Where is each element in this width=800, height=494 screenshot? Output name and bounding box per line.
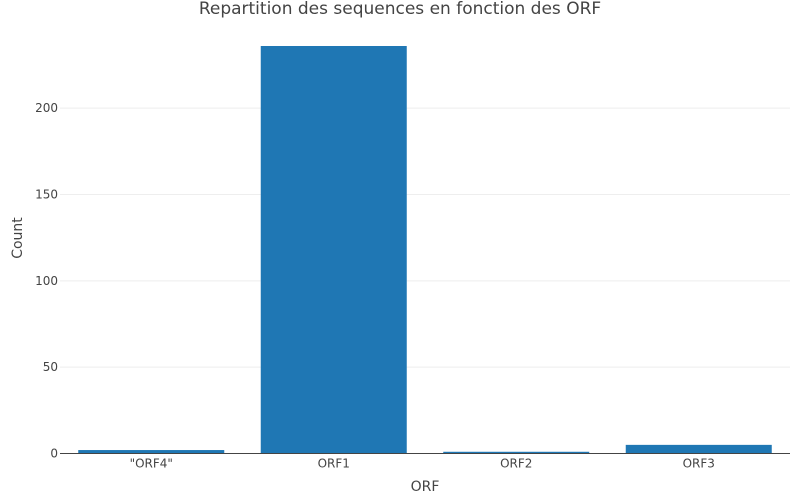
bar: [625, 444, 772, 454]
bar: [443, 451, 590, 454]
y-tick-label: 150: [35, 187, 58, 201]
y-tick-label: 100: [35, 274, 58, 288]
x-tick-label: ORF3: [683, 457, 715, 471]
y-gridlines: [60, 107, 790, 368]
y-tick-labels: 0 50 100 150 200: [35, 101, 58, 460]
bars: [78, 46, 772, 454]
x-tick-label: ORF1: [318, 457, 350, 471]
x-tick-label: ORF2: [500, 457, 532, 471]
bar: [260, 46, 407, 454]
x-axis-title: ORF: [411, 479, 440, 494]
bar: [78, 450, 225, 454]
chart-title: Repartition des sequences en fonction de…: [199, 0, 601, 19]
x-tick-label: "ORF4": [130, 457, 173, 471]
y-tick-label: 50: [43, 360, 58, 374]
y-tick-label: 0: [50, 447, 58, 461]
y-tick-label: 200: [35, 101, 58, 115]
x-tick-labels: "ORF4" ORF1 ORF2 ORF3: [130, 457, 715, 471]
y-axis-title: Count: [10, 217, 26, 259]
